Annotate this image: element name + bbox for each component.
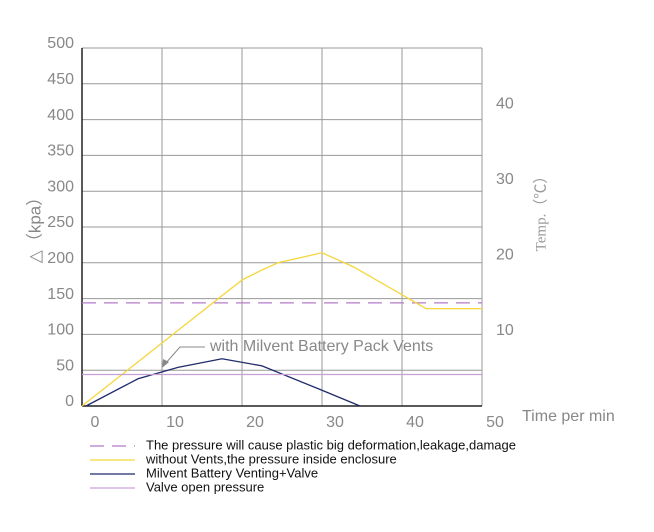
y2-tick-label: 40 [496,96,514,113]
y-tick-label: 350 [47,143,74,160]
y-tick-label: 500 [47,35,74,52]
x-tick-label: 10 [166,414,184,431]
series-line [85,358,361,407]
x-tick-label: 30 [326,414,344,431]
series-line [81,252,482,407]
y-axis-label: △（kpa） [25,189,44,263]
x-tick-label: 40 [406,414,424,431]
y2-tick-label: 30 [496,171,514,188]
legend-label: Valve open pressure [146,479,264,494]
y-tick-label: 200 [47,250,74,267]
y2-tick-label: 10 [496,322,514,339]
y-tick-label: 50 [56,357,74,374]
y-tick-label: 100 [47,322,74,339]
y-tick-label: 150 [47,286,74,303]
annotation-arrow [164,346,205,365]
annotation: with Milvent Battery Pack Vents [209,338,433,355]
y2-tick-label: 20 [496,246,514,263]
y-tick-label: 0 [65,393,74,410]
legend-label: The pressure will cause plastic big defo… [146,437,516,452]
legend-label: without Vents,the pressure inside enclos… [145,451,397,466]
y-tick-label: 250 [47,214,74,231]
x-tick-label: 0 [91,414,100,431]
annotation-arrowhead [162,359,169,368]
x-tick-label: 20 [246,414,264,431]
x-axis-label: Time per min [522,408,615,425]
y-tick-label: 450 [47,71,74,88]
legend-label: Milvent Battery Venting+Valve [146,465,318,480]
y-tick-label: 400 [47,107,74,124]
y-tick-label: 300 [47,178,74,195]
y2-axis-label: Temp.（℃） [532,169,549,252]
x-tick-label: 50 [486,414,504,431]
